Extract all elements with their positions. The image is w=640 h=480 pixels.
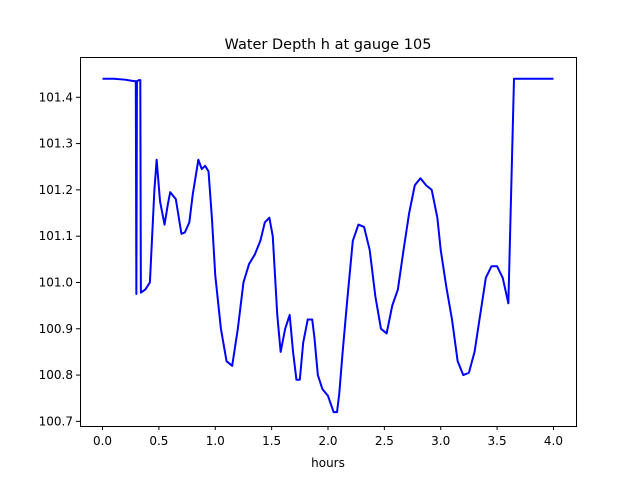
y-axis: 100.7 100.8 100.9 101.0 101.1 101.2 101.3 101.4	[39, 90, 80, 428]
x-tick-label: 3.0	[431, 434, 450, 448]
x-tick-label: 4.0	[544, 434, 563, 448]
y-tick-label: 100.7	[39, 414, 73, 428]
y-tick-label: 101.1	[39, 229, 73, 243]
x-tick-label: 2.5	[375, 434, 394, 448]
y-tick-label: 100.8	[39, 368, 73, 382]
x-tick-label: 0.0	[93, 434, 112, 448]
y-tick-label: 101.2	[39, 183, 73, 197]
plot-area	[102, 77, 554, 414]
y-tick-label: 101.3	[39, 137, 73, 151]
x-tick-label: 3.5	[488, 434, 507, 448]
x-tick-label: 1.0	[206, 434, 225, 448]
x-tick-label: 2.0	[318, 434, 337, 448]
x-axis: 0.0 0.5 1.0 1.5 2.0 2.5 3.0 3.5 4.0	[93, 426, 563, 448]
x-tick-label: 0.5	[149, 434, 168, 448]
plot-frame	[80, 57, 577, 427]
x-tick-label: 1.5	[262, 434, 281, 448]
y-tick-label: 101.0	[39, 275, 73, 289]
y-tick-label: 101.4	[39, 90, 73, 104]
chart-title: Water Depth h at gauge 105	[225, 37, 432, 53]
x-axis-label: hours	[311, 456, 345, 470]
y-tick-label: 100.9	[39, 322, 73, 336]
series-line-0	[102, 77, 554, 414]
